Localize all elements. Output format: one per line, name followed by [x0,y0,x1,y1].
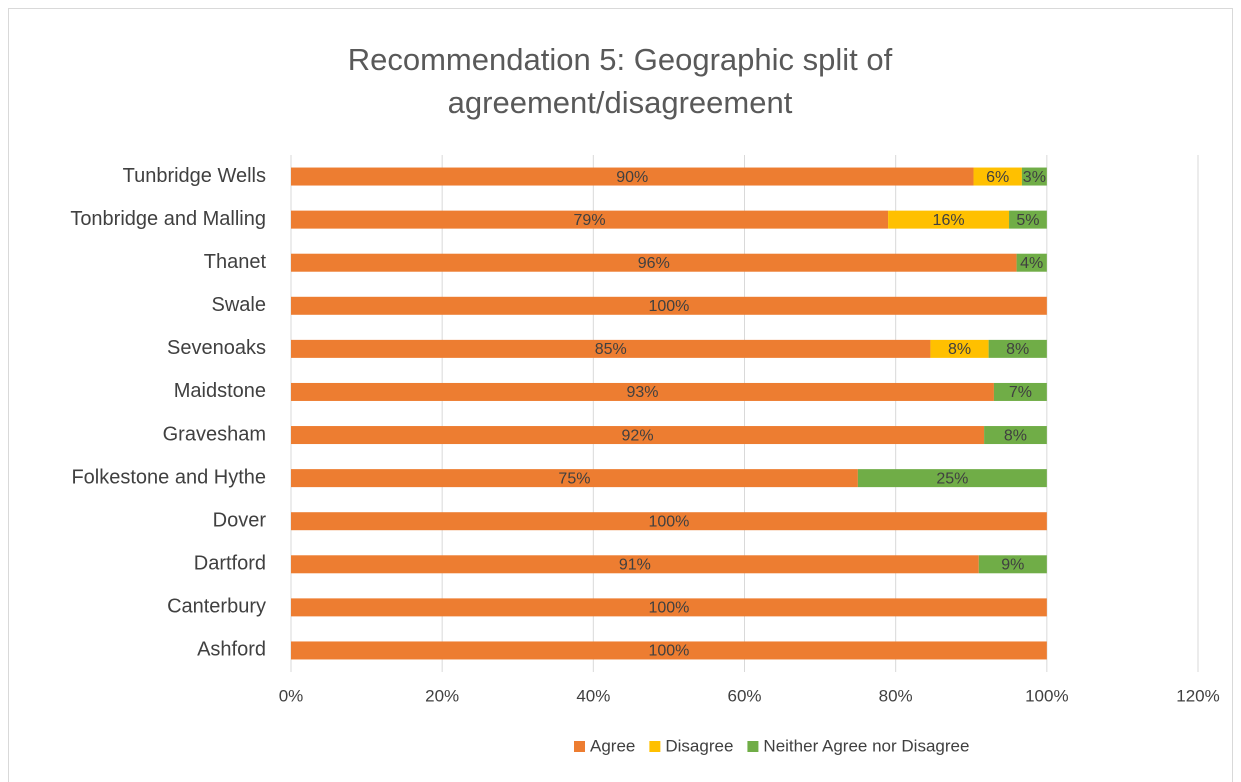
x-tick-label: 100% [1025,686,1068,705]
legend-label: Agree [590,736,635,755]
y-tick-label: Dover [213,509,267,531]
data-label: 8% [1006,341,1029,358]
bar-segment [1016,253,1047,272]
legend-swatch [747,741,759,752]
bar-segment [1009,210,1047,229]
data-label: 100% [648,298,689,315]
y-tick-label: Canterbury [167,596,266,618]
legend-swatch [574,741,585,752]
data-label: 4% [1020,255,1043,272]
y-tick-label: Gravesham [163,423,266,445]
data-label: 75% [558,470,590,487]
bar-segment [993,382,1047,401]
legend-label: Neither Agree nor Disagree [763,736,969,755]
data-label: 90% [616,169,648,186]
data-label: 100% [648,600,689,617]
chart-title: Recommendation 5: Geographic split of ag… [347,42,893,120]
y-tick-label: Tunbridge Wells [123,165,266,187]
y-tick-label: Thanet [204,251,267,273]
y-tick-label: Dartford [194,553,266,575]
x-tick-label: 20% [425,686,459,705]
bar-segment [291,253,1017,272]
bar-segment [291,598,1047,617]
data-label: 91% [619,557,651,574]
data-label: 16% [933,212,965,229]
data-label: 79% [574,212,606,229]
legend-label: Disagree [665,736,733,755]
data-label: 85% [595,341,627,358]
bar-segment [984,426,1047,445]
x-tick-label: 80% [879,686,913,705]
data-label: 93% [626,384,658,401]
y-tick-label: Swale [212,294,266,316]
data-label: 6% [986,169,1009,186]
x-tick-label: 40% [576,686,610,705]
bar-segment [291,382,994,401]
bar-segment [291,512,1047,531]
bar-segment [988,339,1047,358]
bar-segment [291,426,985,445]
data-label: 3% [1023,169,1046,186]
bar-segment [978,555,1047,574]
x-tick-label: 60% [727,686,761,705]
bar-segment [291,555,979,574]
data-label: 7% [1009,384,1032,401]
data-label: 96% [638,255,670,272]
y-tick-label: Folkestone and Hythe [71,466,266,488]
y-tick-label: Ashford [197,639,266,661]
bar-segment [888,210,1010,229]
bar-segment [291,296,1047,315]
bar-segment [291,167,974,186]
legend-swatch [649,741,661,752]
data-label: 9% [1001,557,1024,574]
y-tick-label: Maidstone [174,380,266,402]
data-label: 100% [648,643,689,660]
data-label: 8% [1004,427,1027,444]
bar-segment [1021,167,1047,186]
chart-border [8,8,1233,782]
bar-segment [291,339,931,358]
bar-segment [973,167,1022,186]
x-tick-label: 120% [1176,686,1219,705]
bar-segment [291,469,858,488]
data-label: 100% [648,513,689,530]
data-label: 25% [936,470,968,487]
y-tick-label: Sevenoaks [167,337,266,359]
data-label: 92% [622,427,654,444]
bar-segment [930,339,989,358]
bar-segment [291,210,889,229]
y-tick-label: Tonbridge and Malling [70,208,266,230]
bar-segment [857,469,1047,488]
data-label: 8% [948,341,971,358]
bar-segment [291,641,1047,660]
data-label: 5% [1016,212,1039,229]
x-tick-label: 0% [279,686,304,705]
